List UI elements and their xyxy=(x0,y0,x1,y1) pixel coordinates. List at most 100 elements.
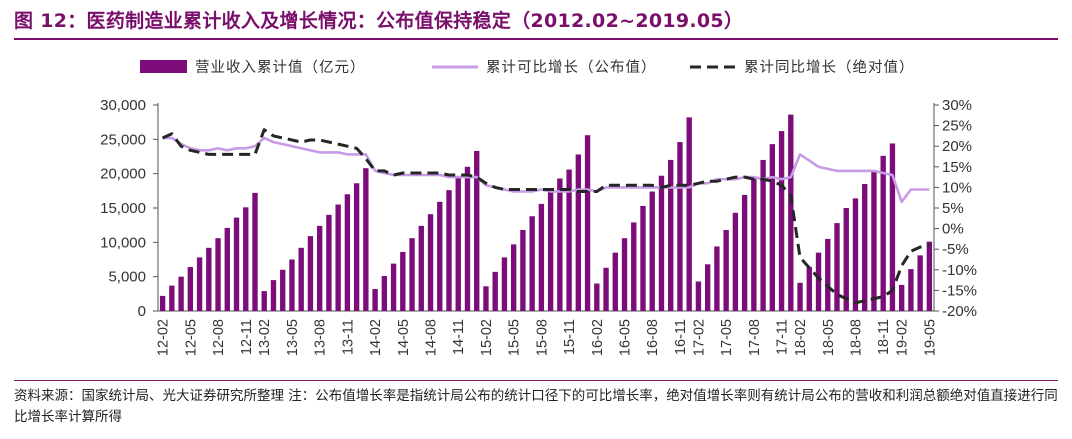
legend-label-absolute: 累计同比增长（绝对值） xyxy=(744,59,915,76)
bar-revenue xyxy=(409,238,415,311)
line-published-growth xyxy=(162,136,930,204)
bar-revenue xyxy=(483,286,489,311)
bar-revenue xyxy=(418,225,424,311)
bar-revenue xyxy=(926,241,933,311)
bar-revenue xyxy=(215,238,221,311)
bar-revenue xyxy=(649,191,655,311)
bar-revenue xyxy=(224,227,230,311)
bar-revenue xyxy=(233,217,240,311)
bar-revenue xyxy=(437,201,443,311)
y-right-tick-label: 30% xyxy=(942,97,972,114)
bar-revenue xyxy=(547,190,554,311)
y-left-tick-label: 0 xyxy=(138,303,146,320)
x-tick-label: 18-05 xyxy=(821,319,837,356)
x-tick-label: 15-05 xyxy=(507,319,523,356)
bar-revenue xyxy=(686,117,692,311)
bar-revenue xyxy=(187,267,194,311)
bar-revenue xyxy=(815,252,822,311)
bar-revenue xyxy=(510,244,517,311)
bar-revenue xyxy=(520,229,526,311)
bar-revenue xyxy=(252,192,258,311)
bar-revenue xyxy=(714,246,720,311)
y-right-tick-label: 10% xyxy=(942,179,972,196)
bar-revenue xyxy=(455,177,461,311)
bar-revenue xyxy=(677,142,683,311)
bar-revenue xyxy=(159,295,166,311)
bar-revenue xyxy=(880,155,886,311)
bar-revenue xyxy=(446,190,452,311)
y-left-tick-label: 30,000 xyxy=(100,97,146,114)
bar-revenue xyxy=(732,212,739,311)
x-tick-label: 15-08 xyxy=(534,319,550,356)
bar-revenue xyxy=(270,280,277,311)
x-tick-label: 19-05 xyxy=(922,319,938,356)
y-right-tick-label: 20% xyxy=(942,138,972,155)
bar-revenue xyxy=(825,238,831,311)
bar-revenue xyxy=(806,267,812,311)
y-left-tick-label: 15,000 xyxy=(100,200,146,217)
x-tick-label: 18-11 xyxy=(876,319,892,355)
bar-revenue xyxy=(261,291,267,311)
bar-revenue xyxy=(529,216,535,311)
y-right-tick-label: -5% xyxy=(942,241,969,258)
legend-label-revenue: 营业收入累计值（亿元） xyxy=(195,59,366,76)
bar-revenue xyxy=(492,271,498,311)
bar-revenue xyxy=(353,183,360,311)
bar-revenue xyxy=(788,114,794,311)
bar-revenue xyxy=(834,223,840,311)
bar-revenue xyxy=(372,289,378,311)
bar-revenue xyxy=(557,178,563,311)
footer-divider xyxy=(14,380,1058,381)
bar-revenue xyxy=(326,214,332,311)
bar-revenue xyxy=(427,214,434,311)
x-tick-label: 12-08 xyxy=(211,319,227,356)
x-tick-label: 17-11 xyxy=(775,319,791,355)
bar-revenue xyxy=(566,169,572,311)
y-right-tick-label: 15% xyxy=(942,159,972,176)
x-tick-label: 14-11 xyxy=(451,319,467,355)
x-tick-label: 13-11 xyxy=(340,319,356,355)
bar-revenue xyxy=(206,247,212,311)
bar-revenue xyxy=(464,166,471,311)
revenue-growth-chart: 0 5,000 10,000 15,000 20,000 25,000 30,000 -20%… xyxy=(100,59,977,356)
x-tick-label: 15-11 xyxy=(562,319,578,355)
bar-revenue xyxy=(594,283,600,311)
bar-revenue xyxy=(658,175,665,311)
x-tick-label: 14-08 xyxy=(424,319,440,356)
bar-revenue xyxy=(723,229,729,311)
line-absolute-growth xyxy=(161,128,930,305)
bar-revenue xyxy=(363,168,369,311)
bar-revenue xyxy=(344,194,351,311)
bar-revenue xyxy=(243,207,249,311)
x-tick-label: 19-02 xyxy=(895,319,911,356)
bar-revenue xyxy=(538,203,545,311)
x-tick-label: 12-02 xyxy=(156,319,172,356)
bar-revenue xyxy=(575,154,582,311)
x-tick-label: 17-02 xyxy=(691,319,707,356)
bar-revenue xyxy=(621,238,628,311)
bar-revenue xyxy=(797,282,803,311)
x-tick-label: 15-02 xyxy=(479,319,495,356)
y-left-tick-label: 10,000 xyxy=(100,234,146,251)
bar-revenue xyxy=(335,204,341,311)
y-right-tick-label: -10% xyxy=(942,262,977,279)
x-tick-label: 12-05 xyxy=(183,319,199,356)
x-tick-label: 16-05 xyxy=(618,319,634,356)
bar-revenue xyxy=(178,276,184,311)
x-tick-label: 14-02 xyxy=(368,319,384,356)
figure-title: 图 12：医药制造业累计收入及增长情况：公布值保持稳定（2012.02~2019… xyxy=(14,10,744,32)
y-right-tick-label: -15% xyxy=(942,282,977,299)
bar-revenue xyxy=(612,252,618,311)
legend-label-published: 累计可比增长（公布值） xyxy=(486,59,657,76)
y-right-tick-label: -20% xyxy=(942,303,977,320)
bar-revenue xyxy=(280,269,286,311)
bar-revenue xyxy=(843,208,849,311)
y-right-tick-label: 0% xyxy=(942,221,964,238)
bar-revenue xyxy=(668,159,674,311)
bar-revenue xyxy=(298,247,304,311)
bar-revenue xyxy=(640,205,646,311)
bar-revenue xyxy=(908,269,914,311)
source-note: 资料来源：国家统计局、光大证券研究所整理 注：公布值增长率是指统计局公布的统计口… xyxy=(14,388,1058,425)
y-left-tick-label: 5,000 xyxy=(108,269,146,286)
y-left-tick-label: 20,000 xyxy=(100,166,146,183)
